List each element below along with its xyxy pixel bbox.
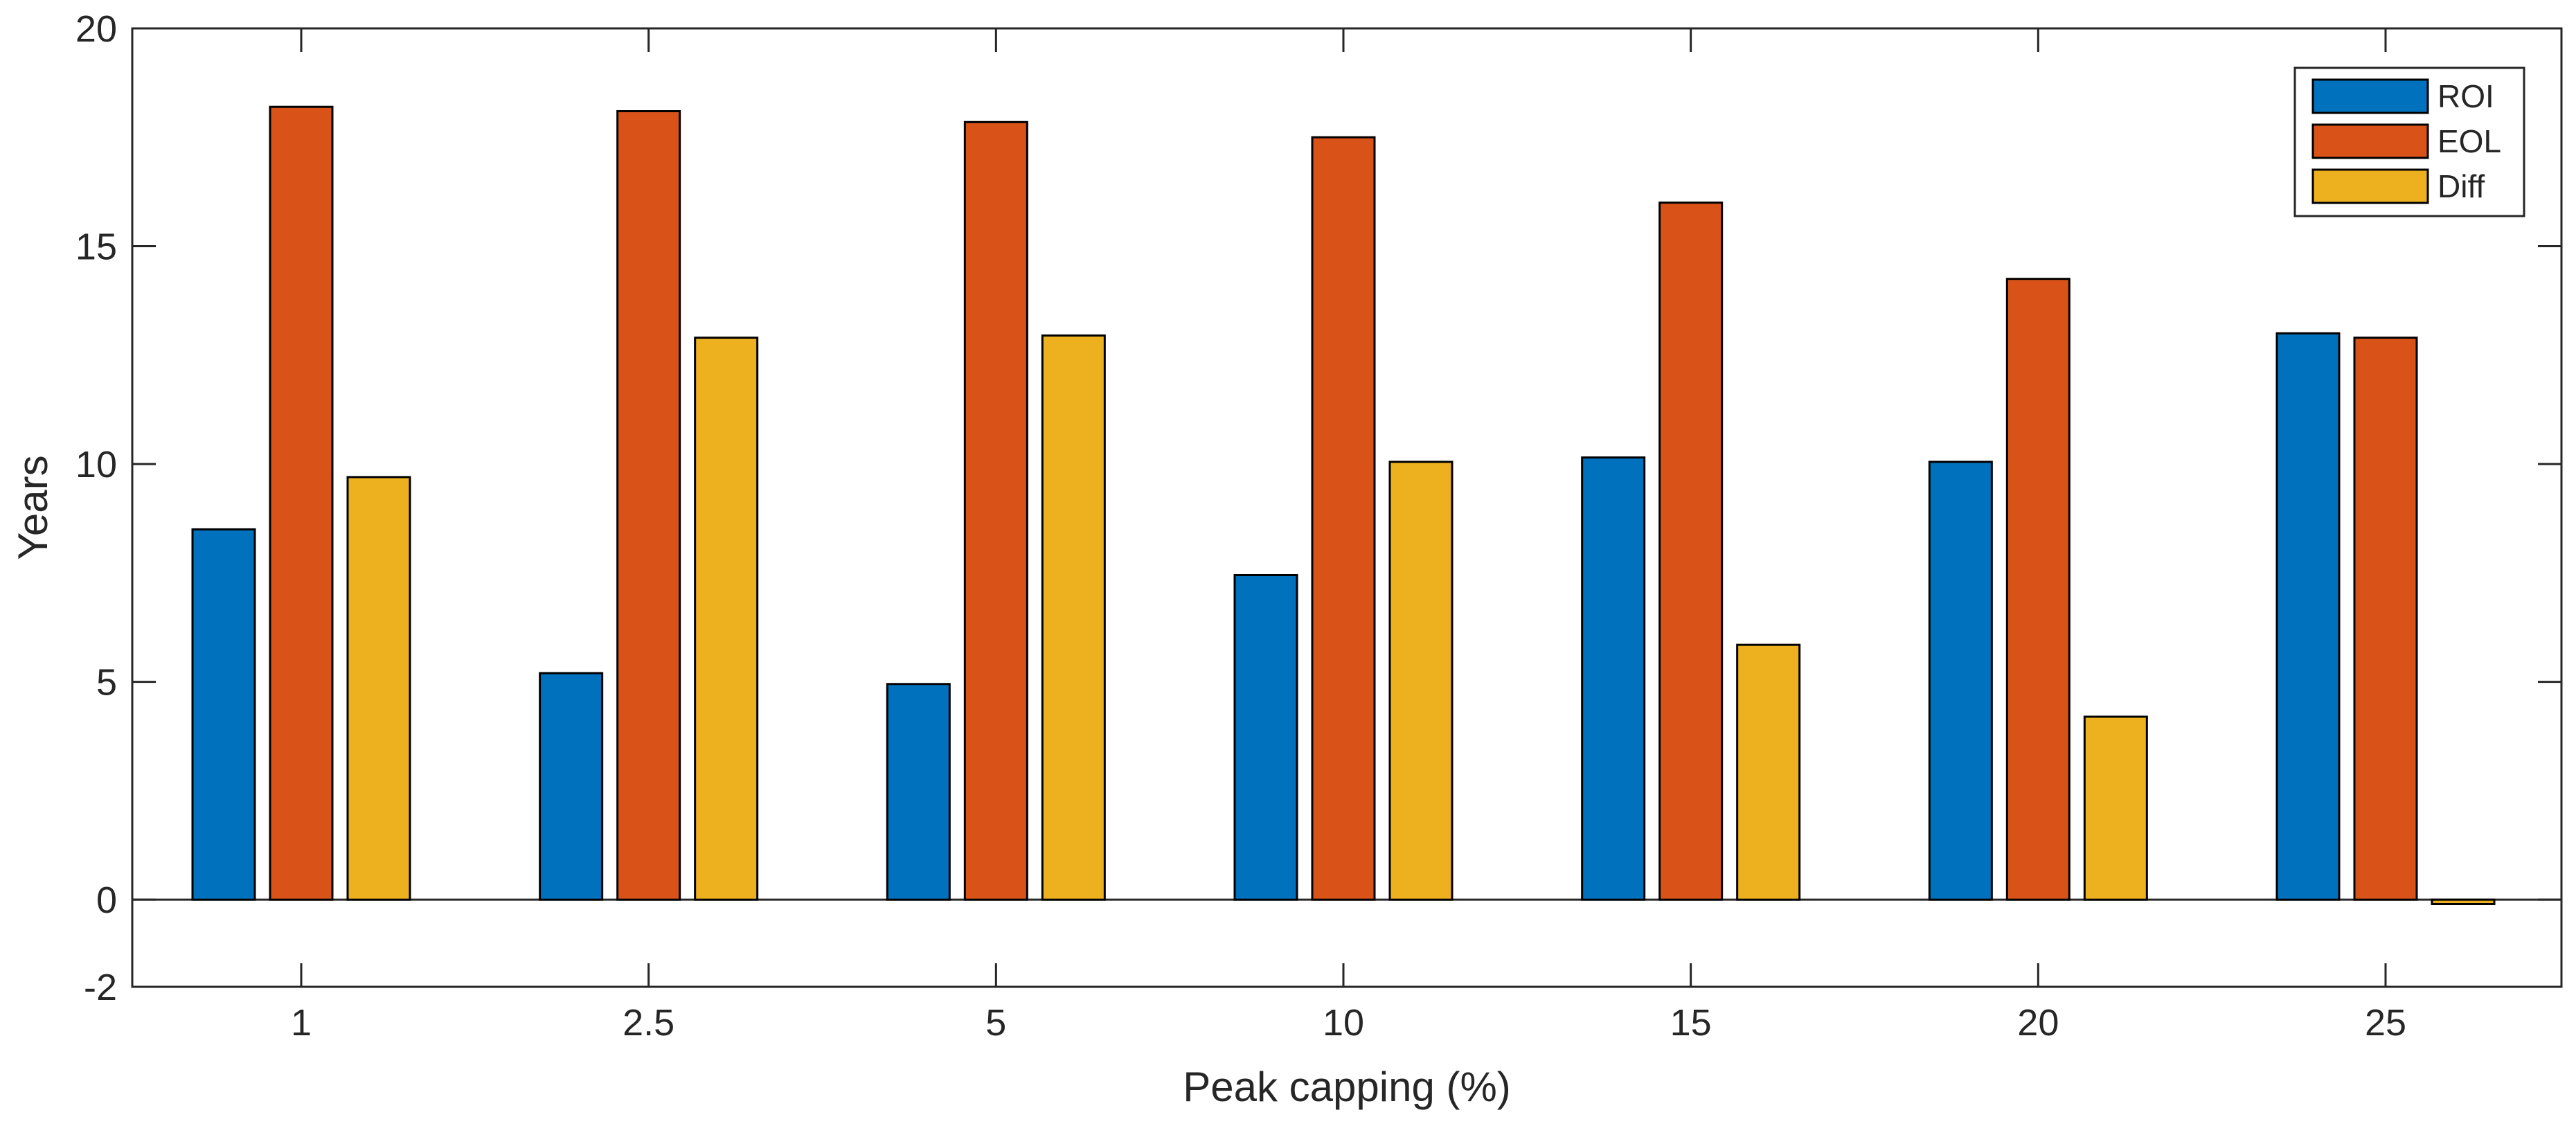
bar-roi-20 [1928, 461, 1993, 901]
bar-eol-15 [1658, 202, 1724, 901]
bar-roi-2.5 [539, 672, 604, 901]
bar-diff-20 [2083, 715, 2148, 901]
x-tick-label: 2.5 [623, 1002, 674, 1044]
bar-eol-1 [269, 105, 334, 901]
bar-diff-2.5 [694, 337, 759, 901]
bar-roi-25 [2275, 332, 2341, 901]
bar-diff-1 [346, 476, 411, 901]
x-tick-label: 5 [985, 1002, 1006, 1044]
bar-diff-15 [1736, 643, 1801, 901]
x-tick-label: 25 [2365, 1002, 2406, 1044]
x-axis: 1 2.5 5 10 15 20 25 [291, 28, 2406, 1044]
bar-roi-5 [886, 683, 951, 901]
legend-label-diff: Diff [2438, 168, 2485, 204]
bar-roi-15 [1581, 456, 1646, 901]
bar-roi-1 [191, 528, 256, 901]
x-tick-label: 20 [2017, 1002, 2059, 1044]
bar-eol-25 [2353, 337, 2418, 901]
legend-swatch-diff [2311, 168, 2429, 204]
legend-swatch-eol [2311, 123, 2429, 159]
legend-label-roi: ROI [2438, 78, 2494, 114]
y-tick-label: 20 [75, 8, 117, 50]
y-tick-label: 10 [75, 444, 117, 485]
plot-frame [131, 27, 2563, 988]
bar-diff-10 [1388, 461, 1454, 901]
legend-swatch-roi [2311, 78, 2429, 114]
y-axis: -2 0 5 10 15 20 [75, 8, 2561, 1008]
y-axis-label: Years [10, 455, 56, 560]
x-tick-label: 1 [291, 1002, 312, 1044]
legend-entries: ROI EOL Diff [2311, 78, 2501, 204]
x-axis-label: Peak capping (%) [1183, 1064, 1511, 1110]
bar-roi-10 [1233, 574, 1298, 901]
y-tick-label: -2 [84, 967, 117, 1008]
bar-diff-25 [2431, 898, 2496, 905]
bar-diff-5 [1041, 334, 1106, 901]
y-tick-label: 5 [96, 662, 117, 704]
x-tick-label: 15 [1670, 1002, 1712, 1044]
bar-eol-5 [963, 120, 1028, 901]
bar-eol-2.5 [616, 110, 681, 901]
y-tick-label: 15 [75, 226, 117, 268]
legend: ROI EOL Diff [2293, 66, 2525, 217]
x-tick-label: 10 [1323, 1002, 1364, 1044]
y-tick-label: 0 [96, 879, 117, 921]
bar-eol-20 [2005, 278, 2070, 901]
legend-label-eol: EOL [2438, 123, 2501, 159]
bars-layer [191, 105, 2496, 905]
bar-eol-10 [1311, 136, 1376, 901]
